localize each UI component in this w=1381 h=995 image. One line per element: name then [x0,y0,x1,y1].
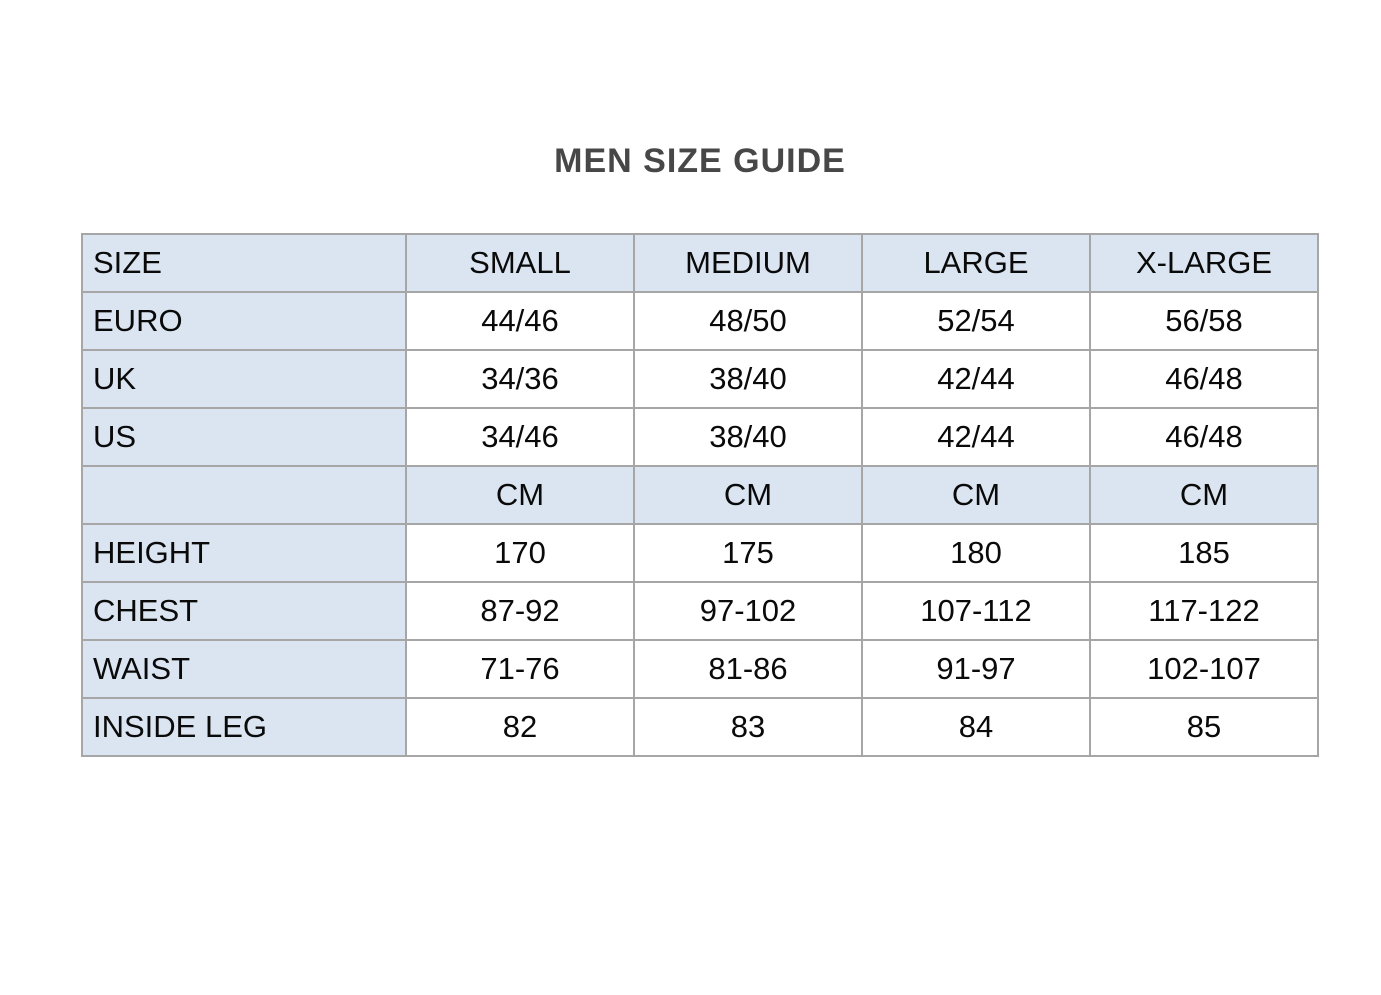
table-cell: 48/50 [633,291,863,351]
table-cell: 83 [633,697,863,757]
table-row: EURO 44/46 48/50 52/54 56/58 [81,291,1319,351]
table-row: WAIST 71-76 81-86 91-97 102-107 [81,639,1319,699]
row-label: INSIDE LEG [81,697,407,757]
table-cell: 85 [1089,697,1319,757]
row-label: US [81,407,407,467]
table-cell: CM [861,465,1091,525]
column-header-x-large: X-LARGE [1089,233,1319,293]
table-cell: CM [1089,465,1319,525]
column-header-small: SMALL [405,233,635,293]
table-cell: 42/44 [861,407,1091,467]
table-cell: 97-102 [633,581,863,641]
table-cell: 46/48 [1089,407,1319,467]
table-cell: 42/44 [861,349,1091,409]
table-cell: CM [405,465,635,525]
table-cell: 175 [633,523,863,583]
row-label: EURO [81,291,407,351]
page-title: MEN SIZE GUIDE [554,142,846,180]
column-header-medium: MEDIUM [633,233,863,293]
table-cell: 87-92 [405,581,635,641]
size-table-body: EURO 44/46 48/50 52/54 56/58 UK 34/36 38/40 4… [81,291,1319,757]
table-cell: 107-112 [861,581,1091,641]
row-label: HEIGHT [81,523,407,583]
table-row: CHEST 87-92 97-102 107-112 117-122 [81,581,1319,641]
table-cell: 82 [405,697,635,757]
table-cell: 180 [861,523,1091,583]
table-cell: 56/58 [1089,291,1319,351]
table-cell: 44/46 [405,291,635,351]
row-label: WAIST [81,639,407,699]
table-cell: 46/48 [1089,349,1319,409]
column-header-large: LARGE [861,233,1091,293]
table-cell: 81-86 [633,639,863,699]
table-row: CM CM CM CM [81,465,1319,525]
row-label [81,465,407,525]
table-cell: 34/46 [405,407,635,467]
table-cell: 38/40 [633,349,863,409]
table-cell: 52/54 [861,291,1091,351]
table-cell: 117-122 [1089,581,1319,641]
size-guide-table: SIZE SMALL MEDIUM LARGE X-LARGE EURO 44/… [81,233,1319,757]
table-cell: 185 [1089,523,1319,583]
table-row: INSIDE LEG 82 83 84 85 [81,697,1319,757]
table-cell: 84 [861,697,1091,757]
table-row: HEIGHT 170 175 180 185 [81,523,1319,583]
table-cell: 38/40 [633,407,863,467]
table-cell: 34/36 [405,349,635,409]
row-label: CHEST [81,581,407,641]
table-row: US 34/46 38/40 42/44 46/48 [81,407,1319,467]
table-cell: 170 [405,523,635,583]
table-cell: 71-76 [405,639,635,699]
table-cell: 91-97 [861,639,1091,699]
table-cell: CM [633,465,863,525]
header-row: SIZE SMALL MEDIUM LARGE X-LARGE [81,233,1319,293]
table-cell: 102-107 [1089,639,1319,699]
table-row: UK 34/36 38/40 42/44 46/48 [81,349,1319,409]
column-header-size: SIZE [81,233,407,293]
row-label: UK [81,349,407,409]
